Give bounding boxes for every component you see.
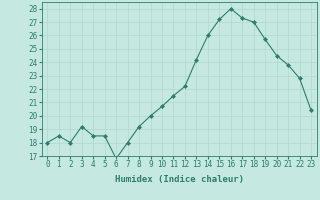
X-axis label: Humidex (Indice chaleur): Humidex (Indice chaleur): [115, 175, 244, 184]
